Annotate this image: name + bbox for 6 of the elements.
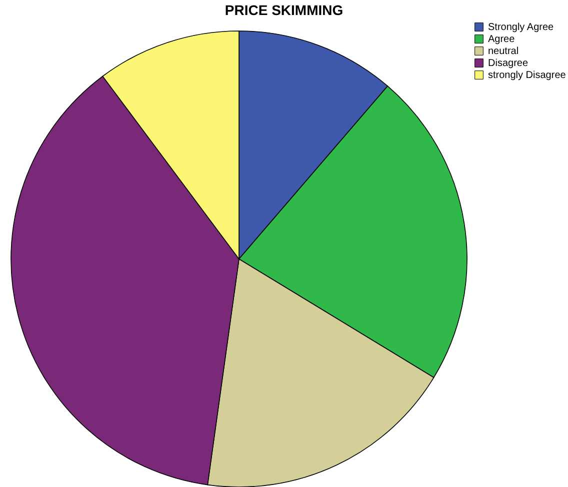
legend-label: neutral: [488, 46, 519, 57]
legend-label: strongly Disagree: [488, 70, 566, 81]
legend-label: Disagree: [488, 58, 528, 69]
legend-label: Strongly Agree: [488, 22, 554, 33]
legend-label: Agree: [488, 34, 516, 45]
chart-title: PRICE SKIMMING: [224, 2, 344, 18]
